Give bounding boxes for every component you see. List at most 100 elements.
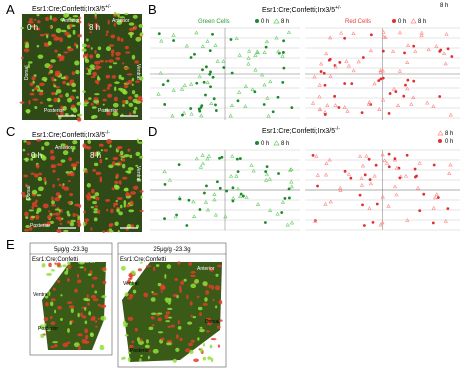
cell [61, 184, 65, 189]
cell [102, 89, 107, 92]
point [412, 79, 416, 83]
cell [133, 185, 139, 190]
cell [134, 93, 139, 98]
cell [64, 31, 70, 36]
cell [23, 48, 30, 53]
point [351, 68, 356, 73]
point [239, 192, 243, 196]
cell [77, 20, 82, 24]
cell [70, 163, 77, 168]
cell [166, 339, 173, 343]
cell [95, 53, 101, 59]
cell [50, 298, 56, 302]
cell [128, 22, 135, 26]
cell [87, 139, 92, 144]
point [264, 177, 269, 182]
cell [77, 113, 83, 117]
point [241, 194, 245, 198]
cell [60, 111, 64, 116]
cell [23, 140, 27, 143]
cell [135, 224, 140, 229]
point [374, 163, 378, 167]
track-plot [305, 149, 460, 231]
point [182, 83, 187, 87]
cell [122, 104, 125, 107]
cell [185, 348, 191, 353]
point [405, 86, 410, 91]
point [343, 36, 347, 40]
cell [54, 208, 61, 211]
cell [139, 32, 144, 37]
cell [75, 213, 79, 217]
legend-entry: 8 h [445, 131, 453, 137]
point [249, 163, 254, 167]
cell [83, 210, 86, 214]
cell [104, 60, 108, 63]
point [322, 109, 328, 114]
cell [108, 164, 114, 169]
cell [54, 262, 57, 265]
point [346, 63, 351, 68]
point [328, 57, 332, 61]
cell [25, 183, 28, 187]
cell [115, 56, 121, 61]
point [319, 70, 323, 73]
cell [72, 145, 76, 150]
point [377, 107, 382, 111]
cell [93, 217, 98, 222]
cell [210, 357, 214, 363]
point [328, 199, 333, 204]
cell [139, 338, 143, 342]
cell [208, 284, 211, 289]
point [372, 81, 377, 86]
cell [120, 155, 126, 158]
point [288, 167, 293, 172]
genotype-text: Esr1:Cre;Confetti;Irx3/5 [32, 6, 105, 13]
point [231, 186, 235, 190]
micrograph [81, 11, 144, 120]
point [189, 82, 194, 86]
cell [48, 210, 51, 213]
point [253, 90, 257, 94]
cell [212, 298, 215, 302]
plot-title: Green Cells [198, 19, 230, 25]
micrograph [19, 13, 83, 122]
point [419, 33, 424, 38]
cell [33, 87, 39, 90]
point [405, 43, 411, 47]
point [434, 192, 439, 196]
cell [95, 196, 100, 201]
point [206, 153, 212, 158]
cell [69, 320, 72, 326]
cell [56, 163, 63, 166]
point [369, 33, 373, 37]
cell [62, 105, 67, 111]
point [253, 67, 258, 72]
point [366, 102, 371, 106]
cell [87, 192, 91, 195]
cell [29, 92, 35, 96]
cell [112, 102, 119, 108]
cell [137, 95, 143, 101]
cell [92, 201, 98, 205]
cell [52, 287, 56, 291]
point [289, 167, 294, 171]
cell [89, 54, 94, 59]
point [265, 165, 269, 169]
point [372, 173, 377, 178]
cell [124, 334, 129, 337]
cell [53, 97, 58, 103]
point [262, 103, 266, 106]
cell [52, 169, 56, 173]
cell [128, 344, 134, 349]
cell [22, 194, 26, 198]
cell [39, 82, 45, 87]
cell [48, 262, 52, 268]
cell [118, 180, 122, 185]
cell [49, 25, 52, 29]
cell [98, 143, 104, 147]
point [208, 72, 212, 76]
cell [44, 79, 47, 83]
point [316, 184, 319, 188]
orientation: Ventral [135, 64, 141, 80]
